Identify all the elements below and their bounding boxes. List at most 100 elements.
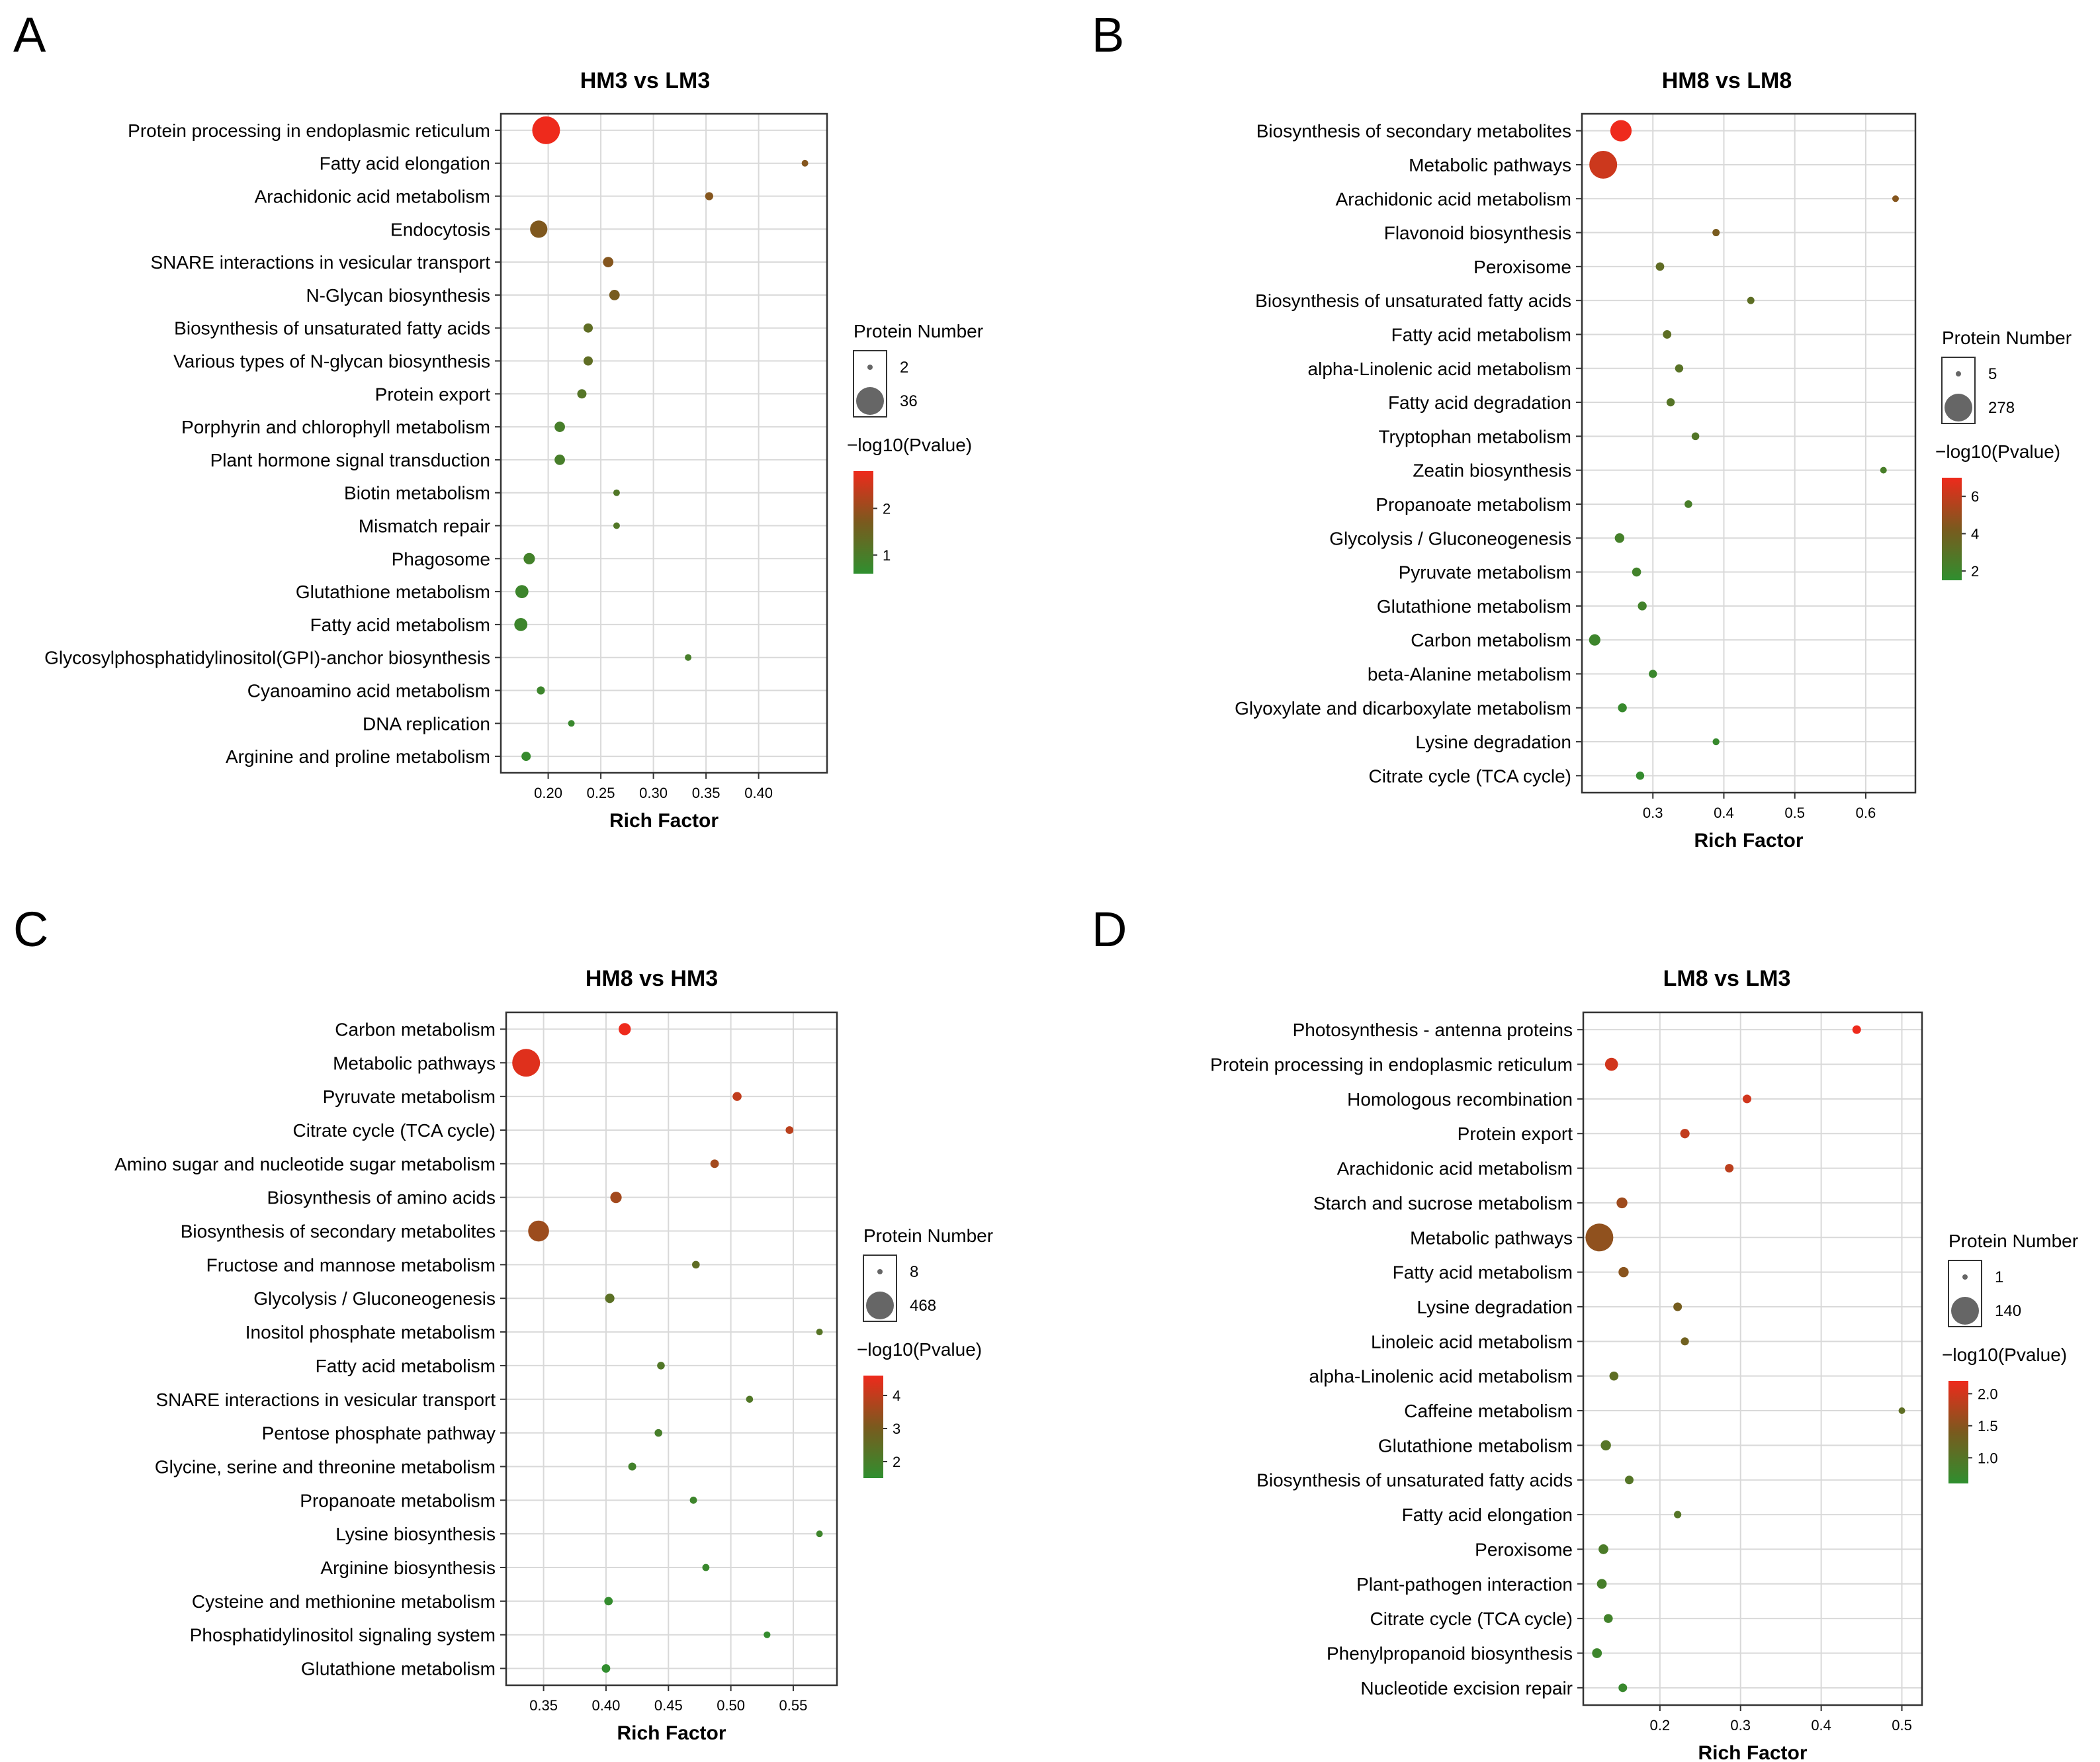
y-tick-label: DNA replication [363, 713, 490, 734]
y-tick-label: Cyanoamino acid metabolism [247, 681, 490, 701]
y-tick-label: alpha-Linolenic acid metabolism [1309, 1366, 1573, 1387]
chart-title: LM8 vs LM3 [1663, 966, 1791, 991]
grid [506, 1012, 837, 1685]
y-tick-label: Homologous recombination [1347, 1089, 1573, 1110]
data-point [619, 1023, 631, 1035]
panel-b: B HM8 vs LM8 0.3 0.4 0.5 0.6 Rich Factor Biosyn… [1092, 7, 2072, 852]
y-tick-label: Fatty acid metabolism [1393, 1262, 1573, 1283]
y-tick-label: Fatty acid elongation [1402, 1505, 1573, 1525]
y-tick-label: Glyoxylate and dicarboxylate metabolism [1235, 698, 1571, 719]
size-legend-small-dot [1962, 1274, 1968, 1280]
data-point [521, 752, 531, 762]
data-point [609, 290, 620, 300]
data-point [1618, 1683, 1628, 1693]
color-bar-tick-label: 4 [1971, 526, 1979, 543]
data-point [1600, 1440, 1611, 1451]
y-tick-label: Arginine and proline metabolism [226, 746, 490, 767]
y-tick-label: Pyruvate metabolism [323, 1086, 496, 1107]
data-point [1616, 1197, 1628, 1209]
y-tick-label: Glycine, serine and threonine metabolism [155, 1456, 496, 1477]
y-tick-label: Carbon metabolism [335, 1019, 496, 1039]
data-point [1604, 1057, 1618, 1071]
size-legend-box [1948, 1260, 1982, 1327]
data-point [1675, 364, 1684, 373]
data-point [1618, 1266, 1629, 1278]
data-point [705, 192, 713, 200]
y-tick-label: beta-Alanine metabolism [1368, 664, 1571, 684]
data-point [613, 489, 620, 496]
data-point [1592, 1648, 1602, 1658]
y-tick-label: Zeatin biosynthesis [1413, 461, 1571, 481]
x-tick-label: 0.5 [1784, 805, 1805, 821]
color-legend-title: −log10(Pvalue) [1935, 441, 2060, 462]
data-point [657, 1362, 665, 1370]
data-point [689, 1496, 697, 1504]
data-point [1638, 601, 1647, 611]
y-tick-label: Tryptophan metabolism [1378, 426, 1571, 447]
size-legend-title: Protein Number [1942, 328, 2072, 348]
panel-label: A [13, 7, 46, 62]
y-tick-label: Amino sugar and nucleotide sugar metabol… [114, 1154, 496, 1174]
size-legend-max-label: 468 [910, 1297, 936, 1315]
y-tick-label: Arachidonic acid metabolism [255, 187, 490, 207]
x-tick-label: 0.3 [1643, 805, 1663, 821]
y-tick-label: Fatty acid degradation [1388, 392, 1571, 413]
data-point [1597, 1579, 1607, 1589]
data-point [1655, 262, 1665, 271]
data-point [816, 1329, 823, 1336]
y-tick-label: Phenylpropanoid biosynthesis [1327, 1643, 1573, 1663]
y-tick-label: Biosynthesis of unsaturated fatty acids [174, 318, 490, 339]
x-tick-label: 0.40 [592, 1697, 621, 1714]
data-point [1598, 1544, 1608, 1554]
data-point [1603, 1614, 1613, 1623]
size-legend-min-label: 1 [1995, 1268, 2003, 1286]
y-tick-label: Glutathione metabolism [296, 582, 490, 602]
y-tick-label: Starch and sucrose metabolism [1313, 1193, 1573, 1213]
data-point [1589, 634, 1600, 646]
y-tick-label: Lysine degradation [1417, 1297, 1573, 1317]
x-tick-label: 0.2 [1650, 1717, 1671, 1734]
y-tick-label: Protein export [1458, 1123, 1573, 1144]
size-legend-min-label: 8 [910, 1263, 918, 1281]
x-tick-label: 0.5 [1892, 1717, 1912, 1734]
data-point [1712, 738, 1720, 746]
y-tick-label: Lysine degradation [1415, 732, 1571, 752]
y-tick-label: Inositol phosphate metabolism [245, 1322, 496, 1343]
x-axis-label: Rich Factor [609, 810, 719, 832]
data-point [1585, 1223, 1614, 1252]
y-tick-label: Biotin metabolism [344, 483, 490, 504]
x-tick-label: 0.55 [779, 1697, 808, 1714]
color-legend-title: −log10(Pvalue) [847, 435, 972, 455]
data-point [1624, 1476, 1634, 1485]
y-tick-label: Fatty acid elongation [320, 154, 490, 174]
data-point [554, 421, 565, 432]
data-point [532, 116, 560, 144]
y-tick-label: Arachidonic acid metabolism [1336, 189, 1571, 209]
data-point [801, 159, 809, 167]
y-tick-label: Arachidonic acid metabolism [1337, 1159, 1573, 1179]
y-tick-label: Endocytosis [390, 219, 490, 240]
size-legend-box [863, 1255, 897, 1322]
data-point [601, 1664, 611, 1673]
y-tick-label: Biosynthesis of unsaturated fatty acids [1255, 290, 1571, 311]
color-bar [1942, 478, 1962, 580]
x-tick-label: 0.6 [1856, 805, 1876, 821]
y-tick-label: Glutathione metabolism [1378, 1435, 1573, 1456]
y-tick-label: Glycolysis / Gluconeogenesis [1329, 528, 1571, 549]
data-point [530, 220, 548, 238]
x-tick-label: 0.4 [1811, 1717, 1831, 1734]
data-point [583, 356, 593, 366]
size-legend-min-label: 5 [1988, 365, 1997, 383]
x-axis-label: Rich Factor [1698, 1742, 1807, 1762]
color-bar-tick-label: 1.0 [1978, 1450, 1998, 1466]
x-tick-label: 0.20 [534, 785, 562, 801]
y-tick-label: Protein processing in endoplasmic reticu… [1210, 1055, 1573, 1075]
data-point [610, 1192, 622, 1204]
data-point [1725, 1164, 1734, 1173]
data-point [685, 654, 692, 661]
data-point [1610, 120, 1632, 142]
panel-label: C [13, 902, 48, 957]
x-tick-label: 0.3 [1730, 1717, 1751, 1734]
data-point [1747, 296, 1755, 304]
